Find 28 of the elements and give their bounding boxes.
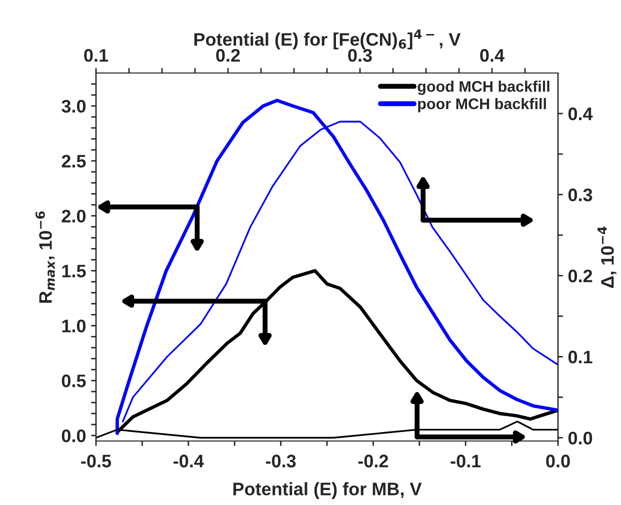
y-tick-label: 1.5 — [62, 264, 86, 278]
x2-tick-label: 0.2 — [216, 49, 240, 62]
x-tick-label: -0.3 — [266, 454, 296, 468]
y-tick-label: 0.0 — [62, 429, 86, 442]
y-tick-label: 2.5 — [62, 154, 86, 168]
legend-label: good MCH backfill — [418, 80, 550, 95]
y-tick-label: 0.5 — [62, 374, 86, 388]
x-tick-label: -0.2 — [358, 454, 388, 468]
x-tick-label: 0.0 — [546, 454, 570, 468]
x2-tick-label: 0.3 — [348, 49, 372, 62]
y2-axis-title: Δ, 10$^{−4}$ — [598, 226, 616, 288]
x-tick-label: -0.5 — [81, 454, 112, 468]
x2-tick-label: 0.4 — [480, 49, 504, 62]
x-tick-label: -0.1 — [450, 454, 481, 468]
legend-label: poor MCH backfill — [418, 98, 546, 112]
y2-tick-label: 0.1 — [568, 350, 592, 364]
y2-tick-label: 0.2 — [568, 270, 592, 282]
y2-tick-label: 0.3 — [568, 188, 592, 202]
y-axis-title: R$_{max}$, 10$^{−6}$ — [35, 211, 55, 303]
y-tick-label: 3.0 — [62, 100, 86, 113]
x-tick-label: -0.4 — [174, 454, 204, 468]
y-tick-label: 1.0 — [62, 320, 86, 332]
x2-axis-title: Potential (E) for [Fe(CN)$_{6}$]$^{4−}$, V — [194, 30, 461, 50]
y-tick-label: 2.0 — [62, 210, 86, 223]
x2-tick-label: 0.1 — [84, 49, 108, 62]
y2-tick-label: 0.4 — [568, 107, 593, 120]
y2-tick-label: 0.0 — [568, 432, 592, 444]
x-axis-title: Potential (E) for MB, V — [233, 482, 422, 499]
